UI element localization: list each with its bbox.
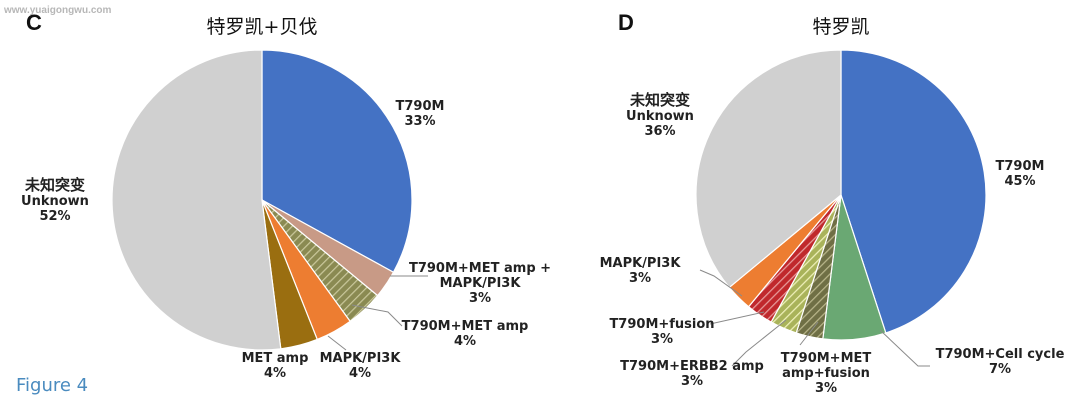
pie-d-slices [695,49,987,341]
chart-title-d: 特罗凯 [812,16,869,38]
slice-label-c-t790m: T790M 33% [396,99,445,129]
panel-letter-c: C [26,10,42,35]
slice-label-c-t790m-met-amp: T790M+MET amp 4% [402,319,529,349]
pie-slice-d-t790m [840,49,987,334]
chart-title-c: 特罗凯+贝伐 [207,16,318,38]
slice-label-d-t790m-cell-cycle: T790M+Cell cycle 7% [936,347,1065,377]
leader-line-c-mapk-pi3k [327,335,347,351]
leader-line-d-t790m-cell-cycle [879,329,930,367]
panel-letter-d: D [618,10,634,35]
slice-label-c-t790m-met-amp-mapk-pi3k: T790M+MET amp + MAPK/PI3K 3% [409,261,551,306]
slice-label-c-mapk-pi3k: MAPK/PI3K 4% [320,351,402,381]
pie-d-leader-lines [699,269,930,367]
slice-label-d-mapk-pi3k: MAPK/PI3K 3% [600,256,682,286]
pie-c-slices [111,49,413,351]
slice-label-d-unknown: 未知突变 Unknown 36% [626,91,694,139]
leader-line-d-mapk-pi3k [699,269,743,297]
pie-c-leader-lines [327,275,428,351]
leader-line-d-t790m-fusion [709,311,765,325]
pie-chart-d: D 特罗凯 T790M 45% T790M+Cell cycle 7% T790M+ME… [600,10,1065,396]
pie-chart-c: C 特罗凯+贝伐 T790M 33% T790M+MET amp + MAPK/PI3… [21,10,551,381]
pie-slice-c-unknown [111,49,282,351]
pie-slice-d-unknown [695,49,842,289]
slice-label-d-t790m-erbb2-amp: T790M+ERBB2 amp 3% [620,359,764,389]
slice-label-d-t790m-met-amp-fusion: T790M+MET amp+fusion 3% [781,351,872,396]
figure-label: Figure 4 [16,375,88,396]
pie-c-labels: T790M 33% T790M+MET amp + MAPK/PI3K 3% T790M+… [21,99,551,381]
leader-line-d-t790m-erbb2-amp [731,319,787,367]
leader-line-d-t790m-met-amp-fusion [799,321,819,346]
slice-label-d-t790m: T790M 45% [996,159,1045,189]
pie-slice-c-t790m [261,49,413,274]
slice-label-c-met-amp: MET amp 4% [242,351,309,381]
watermark-text: www.yuaigongwu.com [3,5,112,16]
leader-line-c-t790m-met-amp [351,304,403,327]
slice-label-c-unknown: 未知突变 Unknown 52% [21,176,89,224]
slice-label-d-t790m-fusion: T790M+fusion 3% [609,317,714,347]
pie-d-labels: T790M 45% T790M+Cell cycle 7% T790M+MET amp+f… [600,91,1065,396]
